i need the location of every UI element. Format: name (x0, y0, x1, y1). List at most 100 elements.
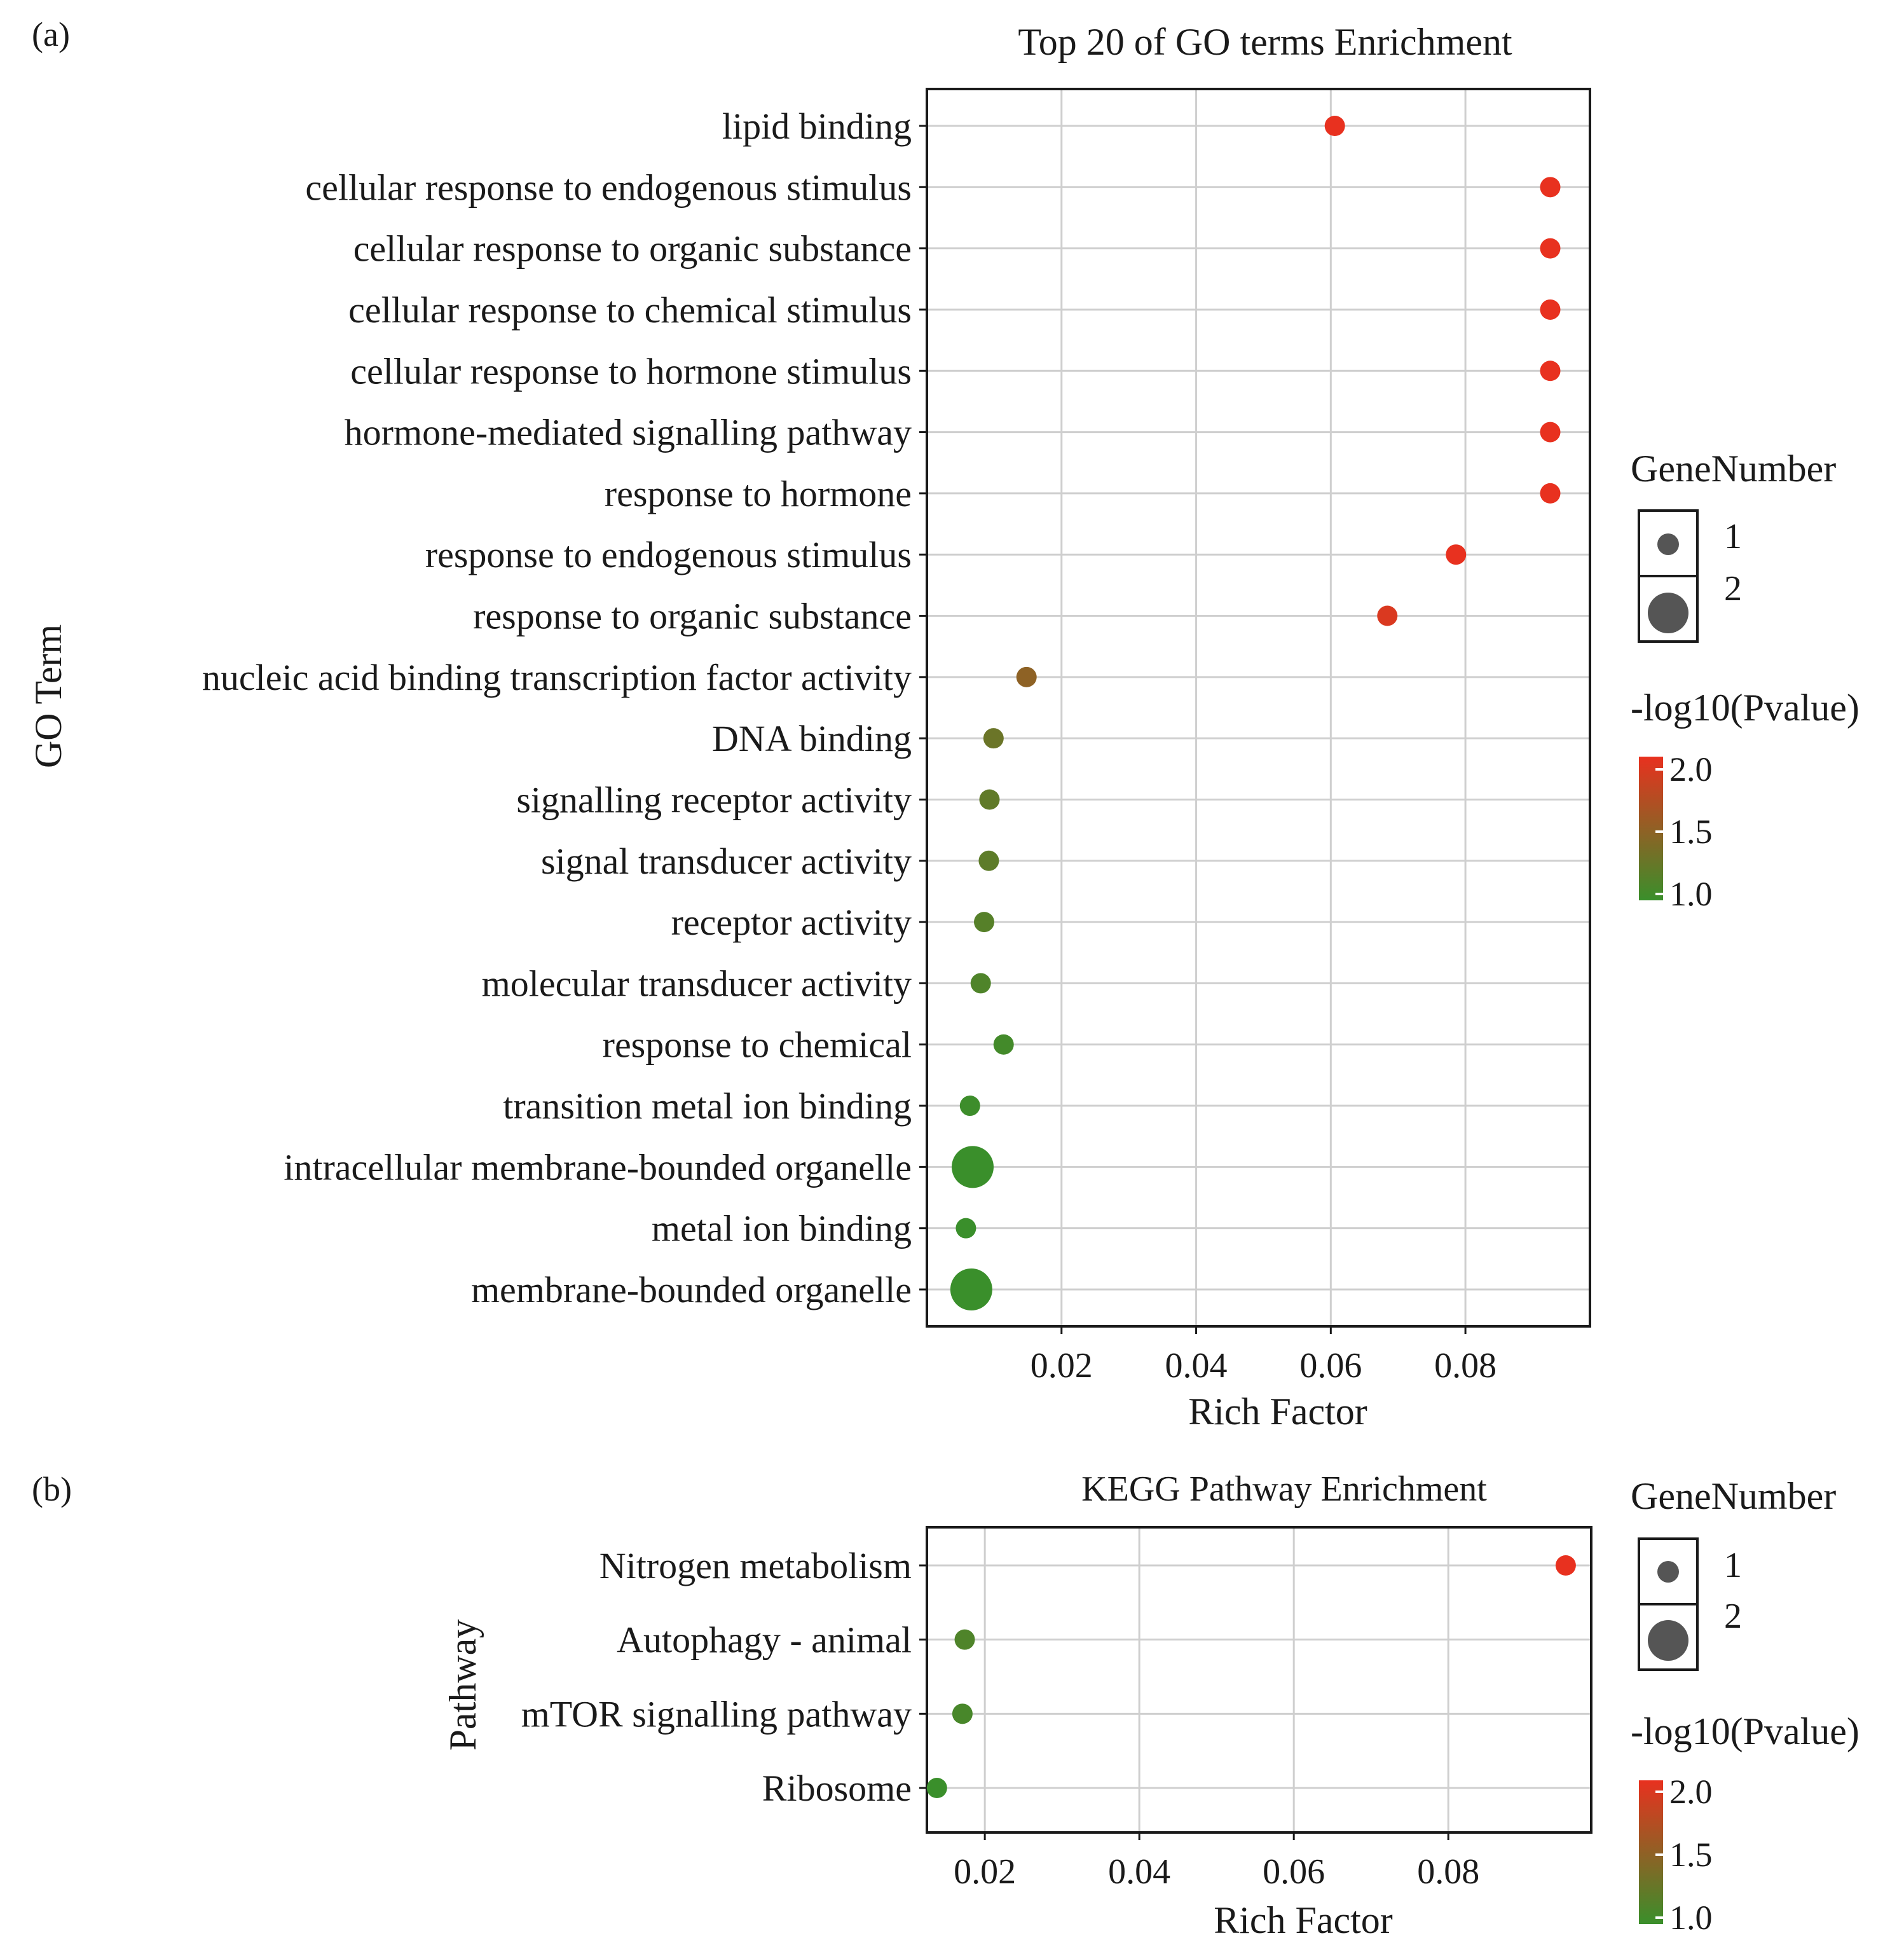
panel-a-point (1540, 422, 1561, 443)
panel-b-x-axis-label: Rich Factor (1214, 1899, 1393, 1941)
panel-a-point (1540, 238, 1561, 259)
panel-a-x-tick-label: 0.04 (1165, 1346, 1228, 1385)
panel-a-category-label: response to chemical (603, 1024, 912, 1066)
panel-a-plot-border (926, 88, 1591, 1328)
panel-a-point (970, 973, 991, 994)
panel-b-x-tick-label: 0.04 (1108, 1852, 1170, 1892)
panel-b-category-labels: Nitrogen metabolism Autophagy - animal mTO… (521, 1545, 912, 1809)
panel-b-color-legend-label-1.0: 1.0 (1669, 1899, 1713, 1937)
panel-a-point (974, 912, 995, 933)
panel-b-point (952, 1703, 973, 1724)
panel-a-point (1540, 177, 1561, 198)
panel-b-x-tick-label: 0.02 (954, 1852, 1016, 1892)
panel-a-category-label: lipid binding (722, 106, 912, 147)
panel-a-color-legend-title: -log10(Pvalue) (1631, 687, 1859, 729)
panel-a-point (1540, 299, 1561, 320)
panel-a-point (978, 850, 999, 871)
panel-a-color-legend-label-1.5: 1.5 (1669, 813, 1713, 851)
panel-a-x-tick-labels: 0.02 0.04 0.06 0.08 (1031, 1346, 1496, 1385)
panel-b-color-legend-title: -log10(Pvalue) (1631, 1710, 1859, 1752)
panel-b-color-legend-label-2.0: 2.0 (1669, 1773, 1713, 1811)
panel-a-category-label: signalling receptor activity (516, 779, 912, 820)
panel-b-point (954, 1629, 975, 1650)
panel-b-gridlines (927, 1527, 1591, 1832)
panel-a-x-axis-label: Rich Factor (1188, 1391, 1367, 1433)
panel-a-category-label: response to hormone (605, 473, 912, 514)
panel-b-color-legend: -log10(Pvalue) 2.0 1.5 1.0 (1631, 1710, 1859, 1937)
panel-a-gridlines (927, 89, 1590, 1326)
panel-a-category-label: response to endogenous stimulus (425, 534, 912, 575)
panel-b-size-legend: GeneNumber 1 2 (1631, 1475, 1836, 1671)
panel-a-category-label: hormone-mediated signalling pathway (345, 412, 912, 453)
panel-a-point (1016, 666, 1037, 687)
panel-a-point (1446, 544, 1467, 565)
panel-b-color-bar (1639, 1780, 1663, 1924)
panel-b-points (926, 1555, 1576, 1798)
panel-a-x-tick-label: 0.08 (1434, 1346, 1496, 1385)
panel-a-point (1540, 361, 1561, 381)
panel-b-category-label: Nitrogen metabolism (599, 1545, 912, 1586)
panel-a-category-label: receptor activity (671, 902, 912, 943)
panel-a-point (1540, 483, 1561, 504)
panel-a-category-label: cellular response to chemical stimulus (348, 289, 912, 331)
panel-a-category-label: cellular response to organic substance (353, 228, 912, 270)
panel-a-point (993, 1034, 1014, 1055)
panel-a-category-label: nucleic acid binding transcription facto… (202, 657, 912, 698)
panel-a-category-label: response to organic substance (473, 596, 912, 637)
panel-a-title: Top 20 of GO terms Enrichment (1018, 21, 1512, 63)
panel-b-category-label: Autophagy - animal (617, 1619, 912, 1661)
panel-a-x-tick-label: 0.02 (1031, 1346, 1093, 1385)
panel-b-x-tick-label: 0.08 (1417, 1852, 1479, 1892)
panel-b-title: KEGG Pathway Enrichment (1081, 1469, 1487, 1509)
panel-a-x-tick-label: 0.06 (1299, 1346, 1362, 1385)
panel-a-points (950, 116, 1561, 1310)
panel-a-size-legend-key-2 (1648, 593, 1688, 633)
panel-b-label: (b) (32, 1470, 72, 1508)
panel-a-color-bar (1639, 757, 1663, 900)
panel-a-size-legend: GeneNumber 1 2 (1631, 448, 1836, 643)
panel-b-point (1555, 1555, 1576, 1576)
panel-a: (a) Top 20 of GO terms Enrichment lipid … (27, 15, 1859, 1433)
panel-b: (b) KEGG Pathway Enrichment Nitrogen met… (32, 1469, 1859, 1941)
panel-a-point (1377, 605, 1398, 626)
panel-b-color-legend-label-1.5: 1.5 (1669, 1836, 1713, 1874)
panel-a-size-legend-label-2: 2 (1724, 569, 1742, 608)
panel-a-point (1324, 116, 1345, 136)
panel-b-x-tick-label: 0.06 (1263, 1852, 1325, 1892)
panel-b-plot-border (926, 1526, 1592, 1834)
panel-b-category-label: Ribosome (762, 1768, 912, 1809)
panel-b-x-tick-labels: 0.02 0.04 0.06 0.08 (954, 1852, 1479, 1892)
panel-a-size-legend-key-1 (1657, 533, 1679, 555)
panel-a-point (979, 789, 1000, 810)
panel-b-size-legend-title: GeneNumber (1631, 1475, 1836, 1517)
panel-a-size-legend-label-1: 1 (1724, 517, 1742, 556)
panel-a-size-legend-title: GeneNumber (1631, 448, 1836, 490)
panel-b-size-legend-key-1 (1657, 1561, 1679, 1583)
panel-a-category-label: cellular response to hormone stimulus (350, 350, 912, 392)
panel-a-category-label: molecular transducer activity (482, 963, 912, 1004)
panel-a-point (983, 728, 1004, 749)
panel-a-category-label: cellular response to endogenous stimulus (305, 167, 912, 208)
panel-b-size-legend-key-2 (1648, 1620, 1688, 1661)
panel-a-category-label: metal ion binding (652, 1208, 912, 1249)
panel-a-category-labels: lipid binding cellular response to endoge… (202, 106, 912, 1310)
panel-a-category-label: DNA binding (712, 718, 912, 759)
panel-b-axis-ticks (919, 1564, 1449, 1840)
panel-a-category-label: membrane-bounded organelle (471, 1269, 912, 1310)
panel-b-size-legend-label-1: 1 (1724, 1546, 1742, 1585)
panel-a-category-label: signal transducer activity (541, 841, 912, 882)
panel-a-axis-ticks (919, 125, 1467, 1334)
panel-b-point (926, 1778, 947, 1798)
panel-a-color-legend: -log10(Pvalue) 2.0 1.5 1.0 (1631, 687, 1859, 913)
panel-a-color-legend-label-1.0: 1.0 (1669, 875, 1713, 913)
panel-a-label: (a) (32, 15, 70, 53)
panel-b-category-label: mTOR signalling pathway (521, 1693, 912, 1735)
panel-a-category-label: intracellular membrane-bounded organelle (284, 1146, 912, 1188)
panel-a-color-legend-label-2.0: 2.0 (1669, 750, 1713, 788)
panel-a-category-label: transition metal ion binding (503, 1085, 912, 1127)
panel-a-y-axis-label: GO Term (27, 624, 69, 768)
panel-a-point (950, 1268, 992, 1310)
panel-a-point (955, 1218, 976, 1239)
panel-b-y-axis-label: Pathway (442, 1619, 484, 1751)
